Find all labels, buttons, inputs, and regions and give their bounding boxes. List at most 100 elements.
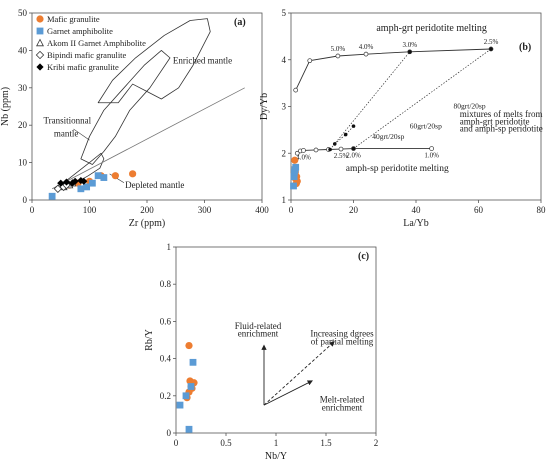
panel-label: (a)	[234, 17, 246, 28]
y-axis-label: Rb/Y	[144, 329, 155, 351]
melting-node	[338, 146, 344, 152]
x-tick-label: 2	[374, 438, 379, 448]
data-point-square	[185, 425, 193, 433]
y-tick-label: 1	[282, 195, 287, 205]
x-tick-label: 0	[30, 205, 35, 215]
data-point-circle	[185, 341, 193, 350]
x-tick-label: 60	[474, 205, 484, 215]
mixing-node	[407, 50, 412, 54]
y-tick-label: 1	[167, 242, 172, 252]
legend-marker-diamond	[36, 63, 44, 71]
y-tick-label: 0.6	[160, 316, 172, 326]
legend-marker-square	[36, 27, 44, 35]
data-point-square	[176, 401, 184, 409]
panel-b: 0 20 40 60 80 1 2 3 4 5 La/Yb Dy/Yb (b) 5.0% 4.0% 3.0% 2…	[259, 8, 546, 229]
melting-curve	[295, 48, 492, 91]
melting-node	[313, 147, 319, 153]
legend-marker-circle	[36, 15, 44, 23]
data-point-square	[48, 192, 56, 200]
legend-marker-triangle-open	[36, 38, 44, 47]
x-tick-label: 40	[412, 205, 422, 215]
amph-sp-label: amph-sp peridotite melting	[346, 164, 449, 174]
y-tick-label: 40	[18, 45, 28, 55]
enriched-mantle-field	[97, 18, 211, 104]
panel-c: 0 0.5 1 1.5 2 0 0.2 0.4 0.6 0.8 1 Nb/Y Rb/Y (c) Fluid-…	[144, 242, 378, 462]
data-point-circle	[291, 156, 299, 164]
data-point-square	[189, 358, 197, 366]
data-point-diamond	[80, 177, 88, 185]
y-tick-label: 10	[18, 158, 28, 168]
mixing-line	[353, 48, 492, 149]
transitional-mantle-label-1: Transitionnal	[44, 115, 92, 125]
y-tick-label: 0	[167, 428, 172, 438]
partial-melting-arrow	[263, 341, 335, 406]
melting-label-2: of partial melting	[311, 337, 374, 347]
mixing-node	[328, 147, 332, 152]
y-tick-label: 0.2	[160, 391, 171, 401]
melting-node	[301, 148, 306, 153]
x-axis-label: Zr (ppm)	[129, 218, 165, 229]
legend-label: Garnet amphibolite	[47, 26, 113, 36]
x-tick-label: 300	[198, 205, 212, 215]
melting-node	[293, 87, 299, 93]
x-tick-label: 1	[274, 438, 279, 448]
x-tick-label: 1.5	[320, 438, 332, 448]
legend-label: Mafic granulite	[47, 14, 100, 24]
mixing-node	[351, 146, 356, 151]
data-point-square	[290, 173, 298, 181]
y-tick-label: 0.8	[160, 279, 172, 289]
melting-label-1: Increasing dgrees	[310, 328, 374, 338]
mix-80-label: 80grt/20sp	[454, 101, 486, 110]
x-tick-label: 80	[537, 205, 547, 215]
mix-60-label: 60grt/20sp	[410, 121, 442, 130]
y-tick-label: 0.4	[160, 354, 172, 364]
melt-percent-label: 2.0%	[346, 152, 361, 160]
mixing-line	[334, 125, 354, 145]
x-axis-label: Nb/Y	[265, 451, 287, 462]
melting-node	[429, 146, 434, 151]
data-point-square	[88, 179, 96, 187]
panel-label: (c)	[358, 251, 369, 262]
mixing-node	[343, 132, 348, 137]
legend-label: Akom II Garnet Amphibolite	[47, 38, 146, 48]
mixtures-label-2: amph-grt peridotite	[460, 116, 530, 126]
y-tick-label: 0	[23, 195, 28, 205]
x-tick-label: 200	[140, 205, 154, 215]
data-point-square	[83, 183, 91, 191]
x-tick-label: 400	[255, 205, 269, 215]
fluid-label-2: enrichment	[238, 328, 279, 338]
mixtures-label-3: and amph-sp peridotite	[460, 124, 543, 134]
enriched-mantle-label: Enriched mantle	[173, 55, 232, 65]
melt-percent-label: 4.0%	[359, 43, 374, 51]
transitional-pointer	[73, 128, 90, 141]
data-point-diamond	[62, 178, 71, 186]
data-point-diamond	[71, 177, 79, 185]
melting-node	[363, 51, 369, 57]
x-tick-label: 0	[289, 205, 294, 215]
x-tick-label: 0.5	[220, 438, 232, 448]
melt-label-1: Melt-related	[320, 394, 365, 404]
y-tick-label: 50	[18, 8, 28, 18]
data-point-diamond	[57, 179, 65, 187]
melt-label-2: enrichment	[322, 403, 363, 413]
y-tick-label: 30	[18, 83, 28, 93]
transitional-mantle-field	[80, 50, 171, 165]
data-point-circle	[129, 170, 137, 178]
melt-percent-label: 1.0%	[424, 152, 439, 160]
data-point-square	[292, 163, 300, 171]
fluid-label-1: Fluid-related	[235, 321, 282, 331]
mixing-node	[332, 142, 337, 146]
legend-marker-diamond-open	[35, 50, 45, 60]
melt-percent-label: 4.0%	[296, 153, 311, 161]
mixing-line	[329, 51, 411, 150]
legend-label: Kribi mafic granulite	[47, 62, 119, 72]
mixing-node	[489, 47, 493, 51]
y-tick-label: 5	[282, 8, 287, 18]
x-axis-label: La/Yb	[403, 218, 429, 229]
mixing-node	[351, 124, 356, 128]
mantle-trend-line	[51, 87, 245, 190]
melting-node	[307, 58, 313, 64]
melt-percent-label: 2.5%	[334, 152, 349, 160]
mixtures-label-1: mixtures of melts from	[460, 109, 543, 119]
